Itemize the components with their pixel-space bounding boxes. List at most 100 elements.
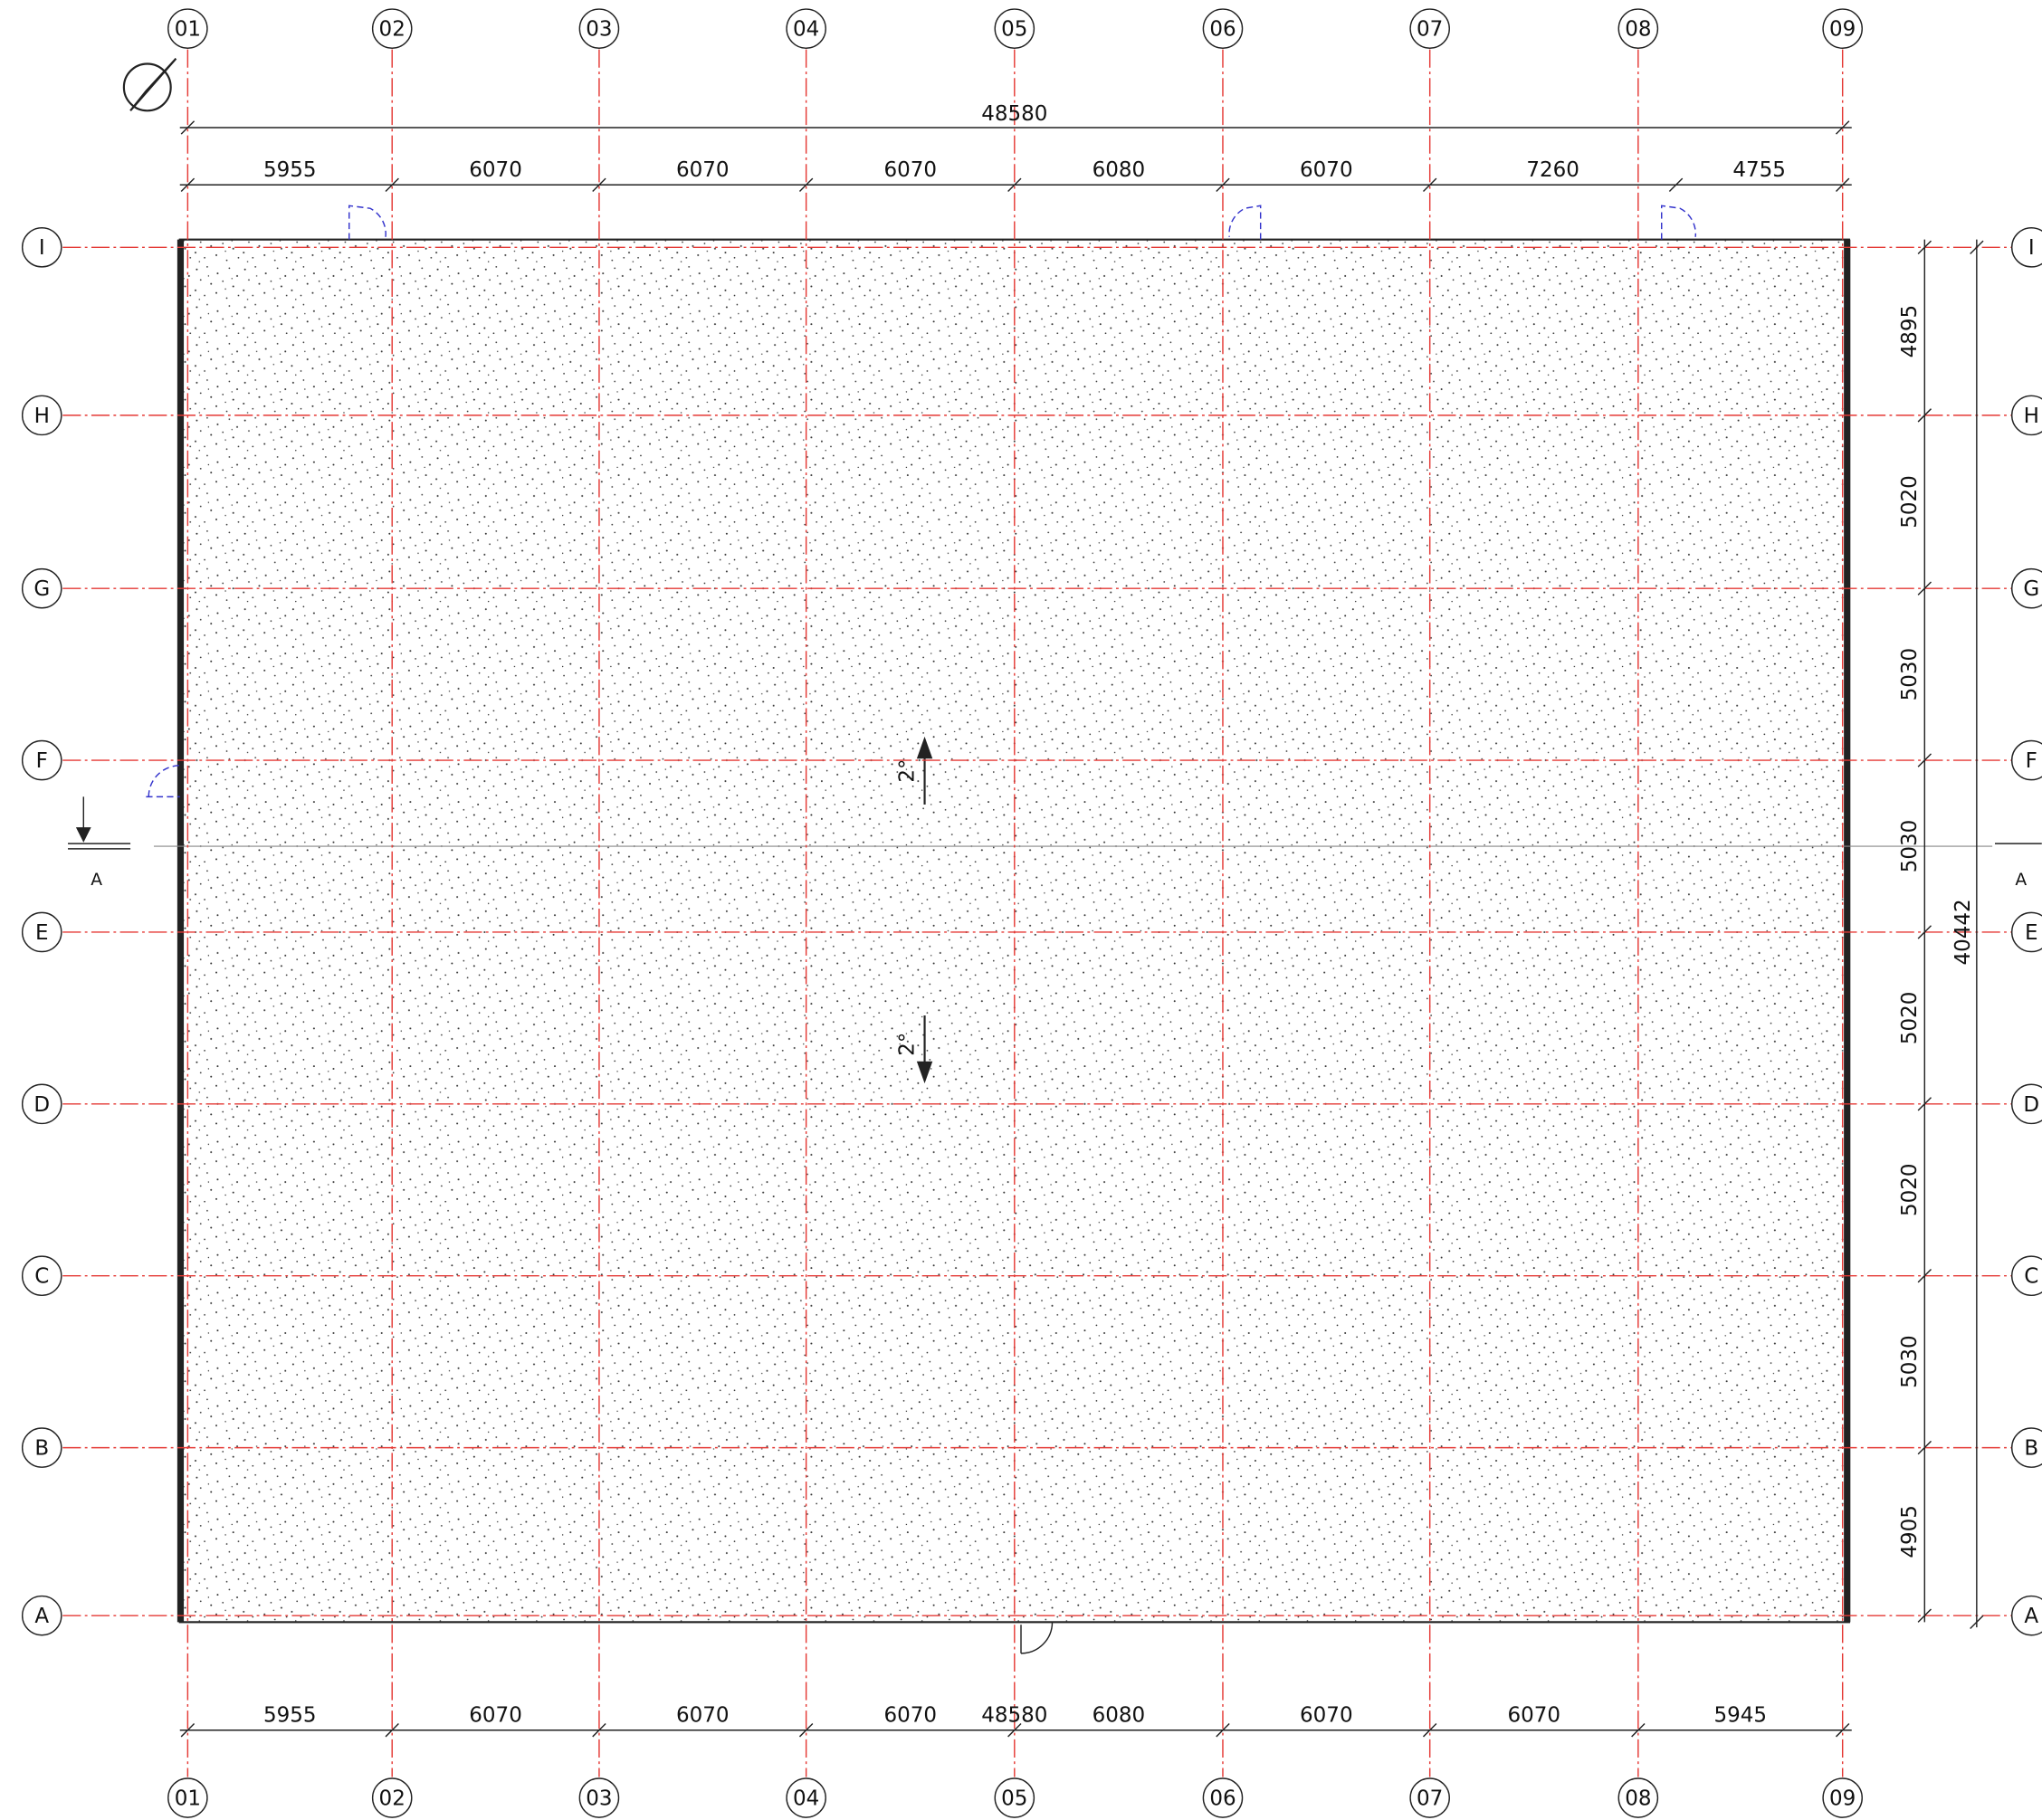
axis-bubble xyxy=(167,1777,208,1818)
dim-value: 4905 xyxy=(1898,1505,1922,1558)
axis-label: F xyxy=(36,749,48,773)
axis-label: 05 xyxy=(1001,18,1027,42)
dim-tick xyxy=(1917,240,1932,255)
dim-tick xyxy=(1007,1723,1022,1738)
axis-bubble xyxy=(2010,395,2042,436)
dim-tick xyxy=(385,177,399,192)
axis-label: 03 xyxy=(586,18,612,42)
axis-label: A xyxy=(34,1605,49,1628)
dim-tick xyxy=(1835,177,1850,192)
dim-tick xyxy=(1007,177,1022,192)
dim-tick xyxy=(1216,1723,1230,1738)
dim-tick xyxy=(1917,1097,1932,1111)
axis-bubble xyxy=(1617,8,1659,49)
dim-value: 6070 xyxy=(883,1703,937,1727)
dim-tick xyxy=(1917,925,1932,939)
axis-label: E xyxy=(2025,921,2038,945)
dim-total: 48580 xyxy=(981,1703,1047,1727)
north-arrow xyxy=(122,58,177,112)
section-marker-left xyxy=(68,796,131,850)
dim-tick xyxy=(1668,177,1684,192)
dim-value: 5945 xyxy=(1713,1703,1767,1727)
axis-label: H xyxy=(34,405,50,428)
dim-value: 4755 xyxy=(1732,158,1786,182)
dim-value: 6070 xyxy=(469,158,522,182)
dim-value: 6070 xyxy=(883,158,937,182)
dim-tick xyxy=(1422,1723,1437,1738)
axis-label: 02 xyxy=(379,1787,406,1810)
axis-bubble xyxy=(2010,1427,2042,1468)
axis-label: I xyxy=(2028,236,2035,260)
dim-value: 6070 xyxy=(1300,158,1353,182)
axis-label: 01 xyxy=(175,1787,201,1810)
dim-tick xyxy=(1917,753,1932,767)
dim-tick xyxy=(1917,581,1932,596)
dim-tick xyxy=(1917,1608,1932,1623)
dim-value: 5030 xyxy=(1898,820,1922,873)
dim-value: 5020 xyxy=(1898,475,1922,529)
axis-label: C xyxy=(2024,1265,2038,1289)
axis-label: 07 xyxy=(1417,1787,1443,1810)
dim-tick xyxy=(180,120,196,135)
axis-bubble xyxy=(1202,1777,1244,1818)
axis-label: D xyxy=(33,1093,50,1117)
axis-bubble xyxy=(2010,1255,2042,1297)
axis-label: 04 xyxy=(793,18,819,42)
axis-bubble xyxy=(2010,739,2042,781)
dim-value: 4895 xyxy=(1898,305,1922,358)
dimension-top: 48580 5955 6070 6070 6070 6080 6070 7260 4755 xyxy=(179,102,1852,192)
axis-bubble xyxy=(994,1777,1035,1818)
axis-bubble xyxy=(578,1777,620,1818)
dim-tick xyxy=(798,177,814,192)
slope-label: 2° xyxy=(895,1033,919,1056)
axis-bubble xyxy=(167,8,208,49)
dim-value: 6070 xyxy=(469,1703,522,1727)
dim-value: 6070 xyxy=(676,1703,730,1727)
axis-bubble xyxy=(1409,8,1450,49)
axis-bubble xyxy=(786,8,826,49)
axis-bubble xyxy=(994,8,1035,49)
axis-label: 06 xyxy=(1209,18,1236,42)
dim-value: 7260 xyxy=(1526,158,1579,182)
dim-value: 5955 xyxy=(263,1703,317,1727)
axis-bubble xyxy=(21,911,62,953)
axis-bubble xyxy=(21,739,62,781)
slope-arrows xyxy=(916,736,933,1084)
dim-total: 48580 xyxy=(981,102,1047,126)
dimension-right: 4895 5020 5030 5030 5020 5020 5030 4905 40442 xyxy=(1898,239,1984,1630)
dim-tick xyxy=(1917,1440,1932,1455)
axis-label: G xyxy=(2023,577,2039,601)
door-swing xyxy=(146,765,180,798)
door-swing xyxy=(348,205,386,240)
axis-bubble xyxy=(2010,1595,2042,1636)
door-swing xyxy=(1661,205,1697,240)
axis-label: H xyxy=(2024,405,2039,428)
axis-label: 08 xyxy=(1625,1787,1651,1810)
axis-bubble xyxy=(21,1595,62,1636)
axis-label: 05 xyxy=(1001,1787,1027,1810)
dim-tick xyxy=(1631,1723,1646,1738)
axis-bubble xyxy=(21,567,62,609)
axis-bubble xyxy=(371,1777,413,1818)
dim-value: 5030 xyxy=(1898,648,1922,701)
dim-tick xyxy=(1216,177,1230,192)
axis-bubble xyxy=(578,8,620,49)
dim-tick xyxy=(1970,240,1984,255)
door xyxy=(1020,1622,1054,1654)
dim-tick xyxy=(592,1723,606,1738)
axis-label: D xyxy=(2023,1093,2039,1117)
dim-value: 6070 xyxy=(1300,1703,1353,1727)
dim-tick xyxy=(180,1723,196,1738)
axis-label: 02 xyxy=(379,18,406,42)
dim-tick xyxy=(180,177,196,192)
dim-value: 6070 xyxy=(1507,1703,1560,1727)
axis-bubble xyxy=(1617,1777,1659,1818)
axis-label: I xyxy=(39,236,45,260)
axis-label: 01 xyxy=(175,18,201,42)
axis-label: F xyxy=(2026,749,2037,773)
section-label: A xyxy=(91,871,102,890)
axis-label: 09 xyxy=(1829,18,1856,42)
dim-tick xyxy=(1917,408,1932,423)
